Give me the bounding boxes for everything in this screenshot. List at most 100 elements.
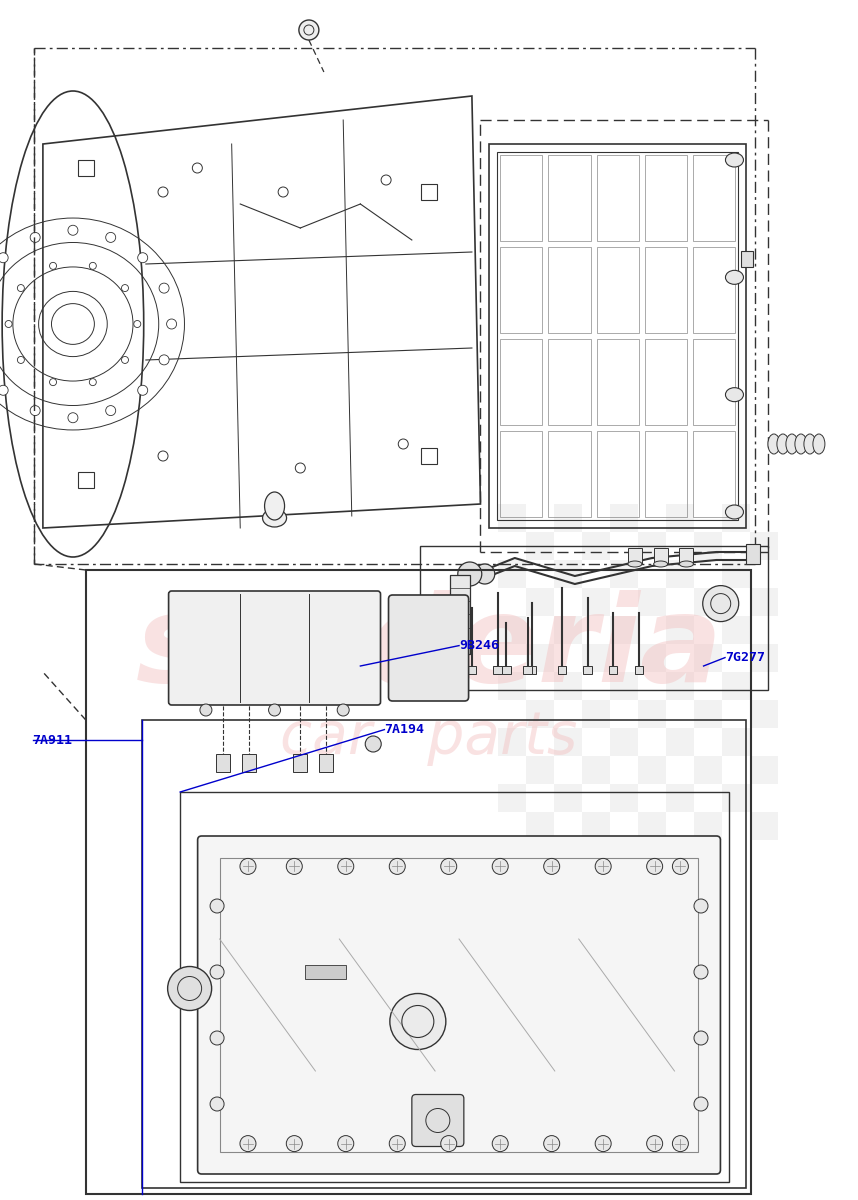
Bar	[610, 616, 637, 644]
Circle shape	[381, 175, 391, 185]
Circle shape	[210, 965, 224, 979]
Ellipse shape	[654, 562, 668, 568]
Bar	[635, 666, 644, 674]
Bar	[548, 247, 590, 332]
Circle shape	[694, 899, 708, 913]
Bar	[498, 560, 526, 588]
Bar	[500, 338, 542, 425]
Text: 7A911: 7A911	[33, 734, 73, 746]
Circle shape	[694, 1097, 708, 1111]
Circle shape	[50, 379, 57, 385]
Circle shape	[366, 736, 381, 752]
Bar	[693, 532, 722, 560]
Bar	[526, 812, 553, 840]
Circle shape	[295, 463, 305, 473]
Ellipse shape	[804, 434, 816, 454]
Circle shape	[441, 858, 456, 875]
Circle shape	[30, 233, 40, 242]
Circle shape	[159, 355, 169, 365]
Ellipse shape	[264, 492, 285, 520]
Bar	[548, 431, 590, 517]
Bar	[750, 812, 777, 840]
Bar	[526, 588, 553, 616]
Circle shape	[544, 1135, 559, 1152]
Bar	[666, 616, 693, 644]
Text: 7G277: 7G277	[725, 652, 765, 664]
Circle shape	[278, 187, 288, 197]
Bar	[666, 728, 693, 756]
Bar	[489, 144, 746, 528]
Bar	[693, 644, 722, 672]
Circle shape	[137, 253, 148, 263]
Circle shape	[68, 413, 78, 422]
Bar	[526, 532, 553, 560]
Circle shape	[673, 858, 688, 875]
Bar	[654, 548, 668, 564]
Ellipse shape	[813, 434, 825, 454]
Circle shape	[492, 858, 508, 875]
Ellipse shape	[431, 617, 461, 648]
FancyBboxPatch shape	[197, 836, 721, 1174]
Circle shape	[441, 1135, 456, 1152]
Bar	[220, 858, 698, 1152]
Bar	[722, 560, 750, 588]
Circle shape	[17, 284, 24, 292]
Bar	[596, 155, 639, 241]
Bar	[693, 338, 735, 425]
Bar	[553, 784, 582, 812]
Circle shape	[210, 1097, 224, 1111]
Ellipse shape	[726, 152, 744, 167]
Bar	[421, 448, 437, 464]
Bar	[596, 247, 639, 332]
Bar	[610, 728, 637, 756]
Circle shape	[106, 406, 116, 415]
Circle shape	[210, 1031, 224, 1045]
Bar	[666, 784, 693, 812]
Circle shape	[647, 1135, 662, 1152]
Ellipse shape	[726, 388, 744, 402]
Text: 7A194: 7A194	[384, 724, 425, 736]
Bar	[693, 756, 722, 784]
Circle shape	[5, 320, 12, 328]
Bar	[693, 588, 722, 616]
Bar	[722, 728, 750, 756]
Bar	[553, 616, 582, 644]
Bar	[498, 672, 526, 700]
Circle shape	[0, 253, 9, 263]
Circle shape	[122, 356, 129, 364]
Circle shape	[159, 283, 169, 293]
Bar	[498, 728, 526, 756]
Bar	[180, 792, 729, 1182]
Bar	[305, 965, 346, 979]
Bar	[693, 247, 735, 332]
Bar	[421, 184, 437, 200]
Ellipse shape	[628, 562, 642, 568]
Bar	[553, 504, 582, 532]
Ellipse shape	[786, 434, 798, 454]
Bar	[500, 247, 542, 332]
Bar	[319, 754, 333, 772]
Bar	[502, 666, 511, 674]
Circle shape	[694, 1031, 708, 1045]
Bar	[500, 431, 542, 517]
Bar	[497, 152, 739, 520]
Circle shape	[158, 187, 168, 197]
Circle shape	[158, 451, 168, 461]
Circle shape	[192, 163, 202, 173]
Bar	[637, 812, 666, 840]
Bar	[750, 644, 777, 672]
Circle shape	[269, 704, 281, 716]
Bar	[548, 155, 590, 241]
Bar	[528, 666, 536, 674]
Bar	[741, 251, 753, 268]
Circle shape	[458, 562, 482, 586]
Text: 9B246: 9B246	[459, 640, 499, 652]
Ellipse shape	[776, 434, 789, 454]
Bar	[645, 155, 687, 241]
Ellipse shape	[726, 270, 744, 284]
Bar	[582, 756, 610, 784]
Circle shape	[30, 406, 40, 415]
Bar	[548, 338, 590, 425]
Bar	[722, 784, 750, 812]
Circle shape	[337, 704, 349, 716]
